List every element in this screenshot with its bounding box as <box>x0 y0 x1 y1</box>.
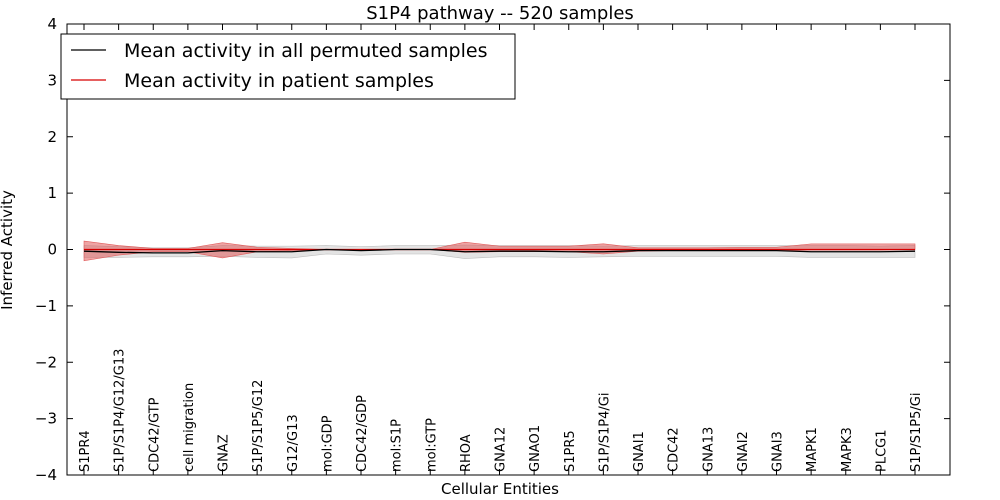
x-tick-label: mol:GDP <box>320 415 335 472</box>
x-tick-label: G12/G13 <box>286 414 301 472</box>
x-axis-label: Cellular Entities <box>441 480 559 498</box>
x-tick-label: GNAI1 <box>632 431 647 472</box>
x-tick-label: CDC42 <box>667 427 682 472</box>
x-tick-label: GNAI3 <box>771 431 786 472</box>
chart-title: S1P4 pathway -- 520 samples <box>366 3 634 24</box>
y-tick-label: −3 <box>35 410 57 428</box>
x-tick-label: MAPK1 <box>805 427 820 472</box>
y-tick-label: 0 <box>47 241 57 259</box>
legend-label-patient: Mean activity in patient samples <box>124 70 434 92</box>
y-axis: −4 −3 −2 −1 0 1 2 3 4 <box>35 15 950 484</box>
x-axis: S1PR4 S1P/S1P4/G12/G13 CDC42/GTP cell migra… <box>78 24 924 475</box>
x-tick-label: GNAO1 <box>528 425 543 472</box>
y-axis-label: Inferred Activity <box>0 190 16 310</box>
legend-box <box>60 33 516 100</box>
x-tick-label: GNA13 <box>701 427 716 472</box>
y-tick-label: 1 <box>47 184 57 202</box>
x-tick-label: PLCG1 <box>874 429 889 472</box>
series-lines <box>83 248 916 254</box>
x-tick-label: S1PR5 <box>563 430 578 472</box>
y-tick-label: −1 <box>35 297 57 315</box>
y-tick-label: −4 <box>35 466 57 484</box>
x-tick-label: mol:GTP <box>424 418 439 472</box>
y-tick-label: 2 <box>47 128 57 146</box>
y-tick-label: −2 <box>35 353 57 371</box>
x-tick-label: MAPK3 <box>840 427 855 472</box>
x-tick-label: GNA12 <box>494 427 509 472</box>
x-tick-label: S1P/S1P4/G12/G13 <box>113 349 128 472</box>
x-tick-label: S1P/S1P5/Gi <box>909 393 924 472</box>
x-tick-label: GNAZ <box>217 434 232 472</box>
legend: Mean activity in all permuted samples Me… <box>60 33 516 100</box>
x-tick-label: CDC42/GDP <box>355 395 370 472</box>
x-tick-label: mol:S1P <box>390 419 405 472</box>
x-tick-label: GNAI2 <box>736 431 751 472</box>
y-tick-label: 3 <box>47 71 57 89</box>
legend-label-permuted: Mean activity in all permuted samples <box>124 40 487 62</box>
y-tick-label: 4 <box>47 15 57 33</box>
line-permuted <box>83 248 916 254</box>
x-tick-label: S1P/S1P4/Gi <box>597 393 612 472</box>
x-tick-label: RHOA <box>459 434 474 472</box>
x-tick-label: S1P/S1P5/G12 <box>251 380 266 472</box>
x-tick-label: CDC42/GTP <box>147 397 162 472</box>
x-tick-label: S1PR4 <box>78 430 93 472</box>
x-tick-label: cell migration <box>182 383 197 472</box>
